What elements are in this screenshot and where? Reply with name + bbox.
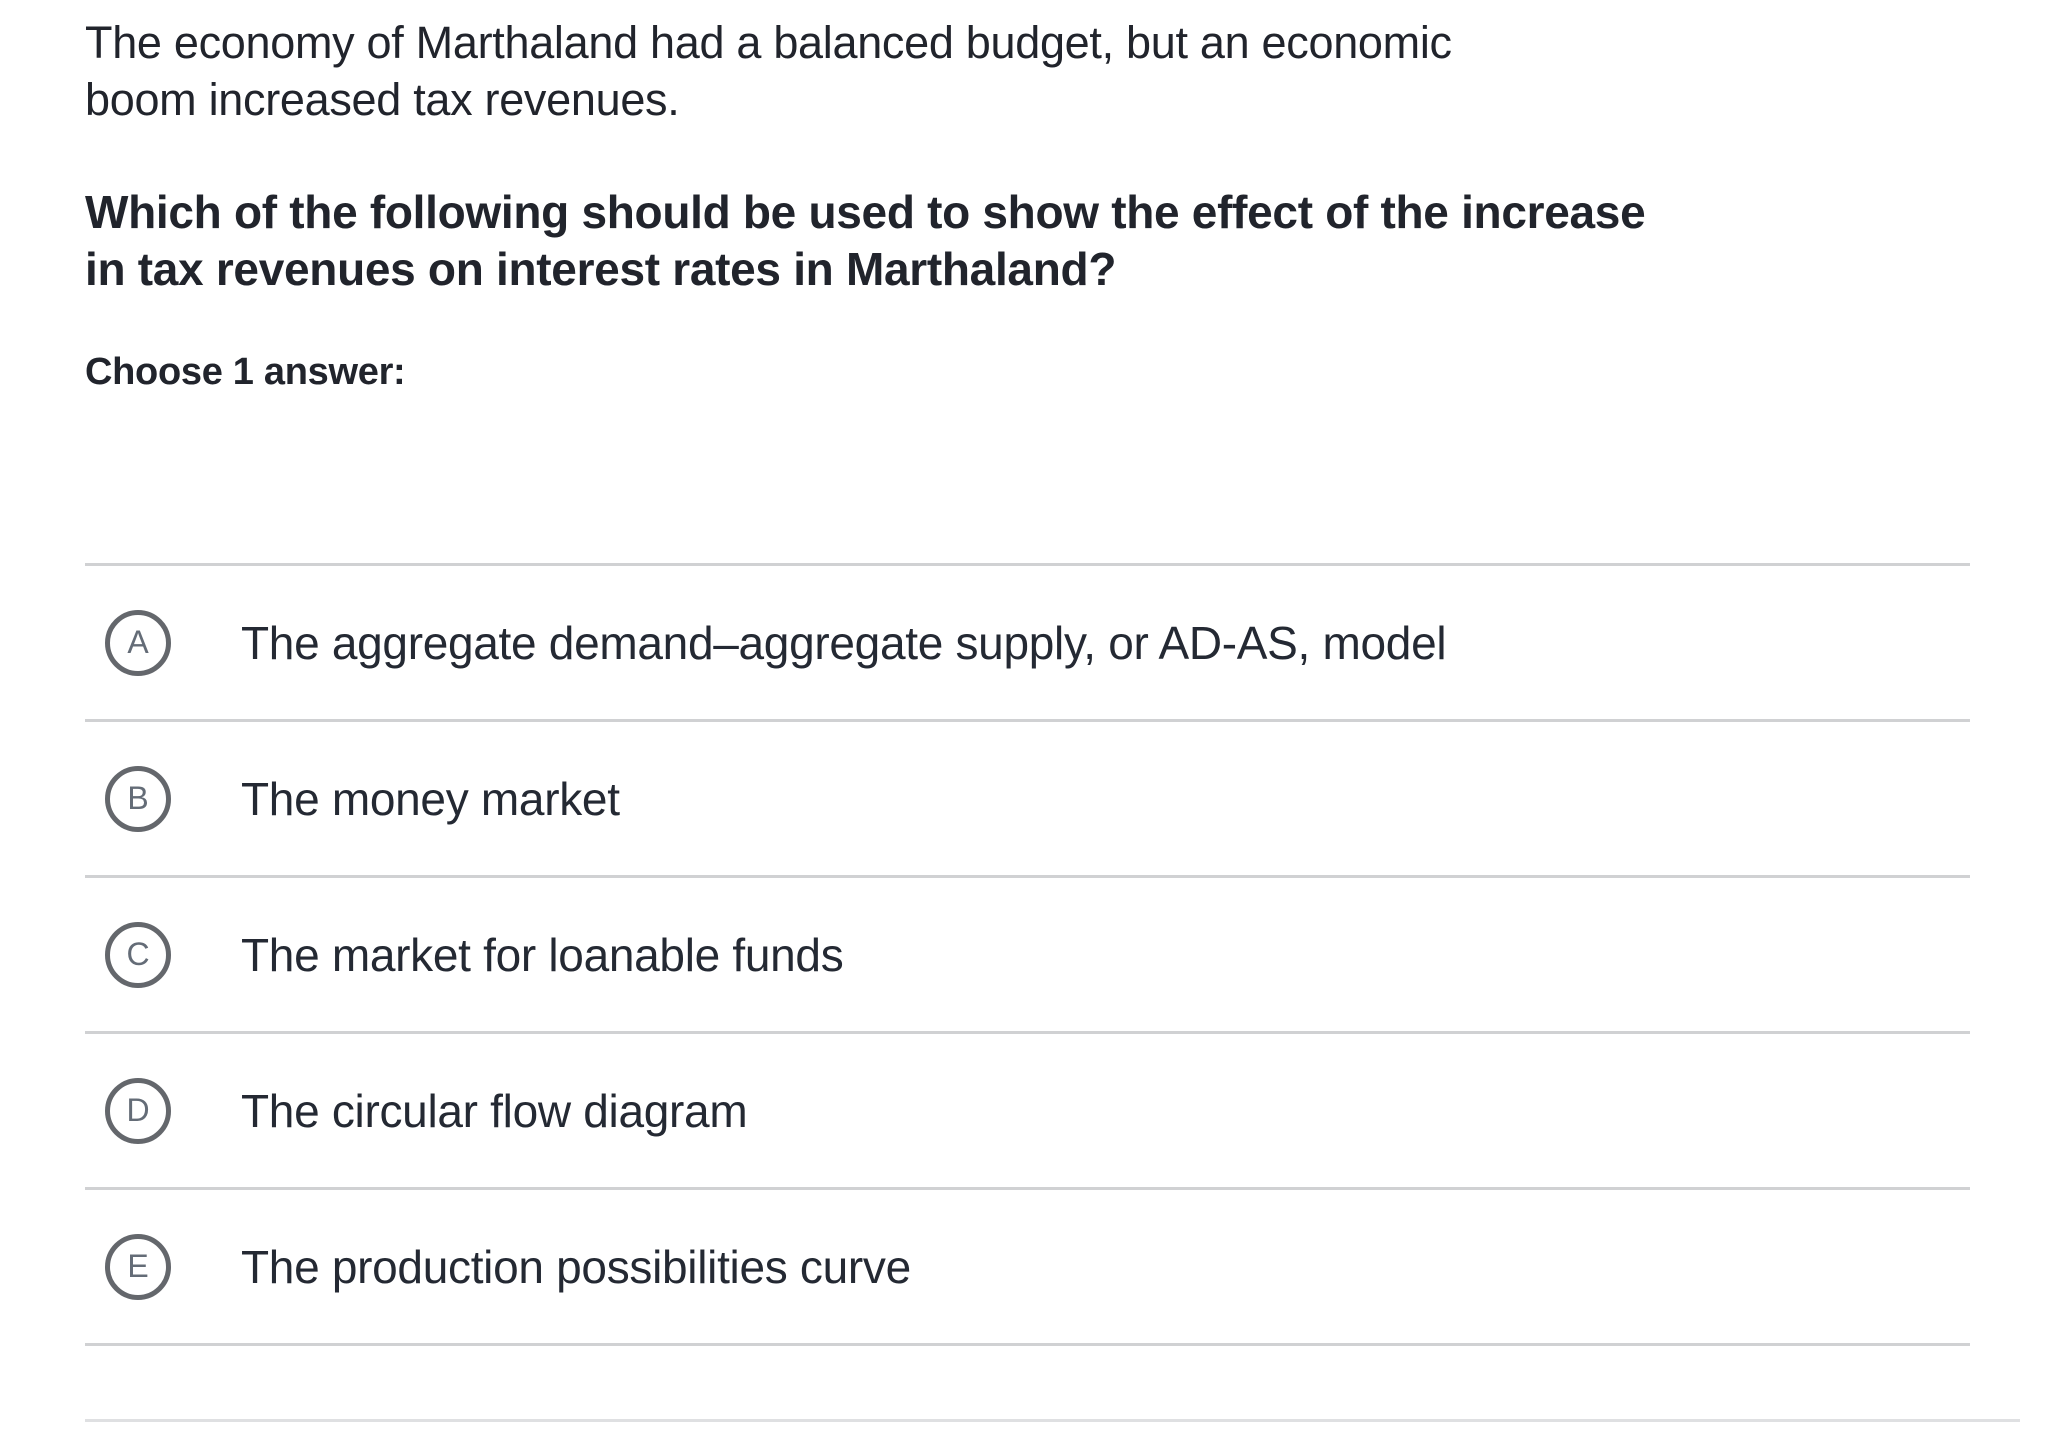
answer-option-e[interactable]: E The production possibilities curve bbox=[85, 1187, 1970, 1343]
answer-option-b[interactable]: B The money market bbox=[85, 719, 1970, 875]
option-e-label: The production possibilities curve bbox=[241, 1240, 911, 1293]
option-a-radio[interactable]: A bbox=[105, 609, 171, 676]
bottom-divider bbox=[85, 1419, 2020, 1422]
option-a-letter: A bbox=[127, 624, 149, 660]
option-d-letter: D bbox=[126, 1092, 150, 1128]
option-b-label: The money market bbox=[241, 772, 620, 825]
option-d-label: The circular flow diagram bbox=[241, 1084, 748, 1137]
option-a-label: The aggregate demand–aggregate supply, o… bbox=[241, 616, 1447, 669]
choose-answer-label: Choose 1 answer: bbox=[85, 351, 406, 393]
option-b-letter: B bbox=[127, 780, 149, 816]
option-b-radio[interactable]: B bbox=[105, 765, 171, 832]
question-text: Which of the following should be used to… bbox=[85, 186, 1646, 295]
option-e-letter: E bbox=[127, 1248, 149, 1284]
option-d-radio[interactable]: D bbox=[105, 1077, 171, 1144]
answer-option-c[interactable]: C The market for loanable funds bbox=[85, 875, 1970, 1031]
option-c-radio[interactable]: C bbox=[105, 921, 171, 988]
answer-options-list: A The aggregate demand–aggregate supply,… bbox=[85, 563, 1970, 1346]
option-c-letter: C bbox=[126, 936, 150, 972]
answer-option-d[interactable]: D The circular flow diagram bbox=[85, 1031, 1970, 1187]
option-e-radio[interactable]: E bbox=[105, 1233, 171, 1300]
intro-paragraph: The economy of Marthaland had a balanced… bbox=[85, 17, 1452, 125]
option-c-label: The market for loanable funds bbox=[241, 928, 844, 981]
answer-option-a[interactable]: A The aggregate demand–aggregate supply,… bbox=[85, 563, 1970, 719]
